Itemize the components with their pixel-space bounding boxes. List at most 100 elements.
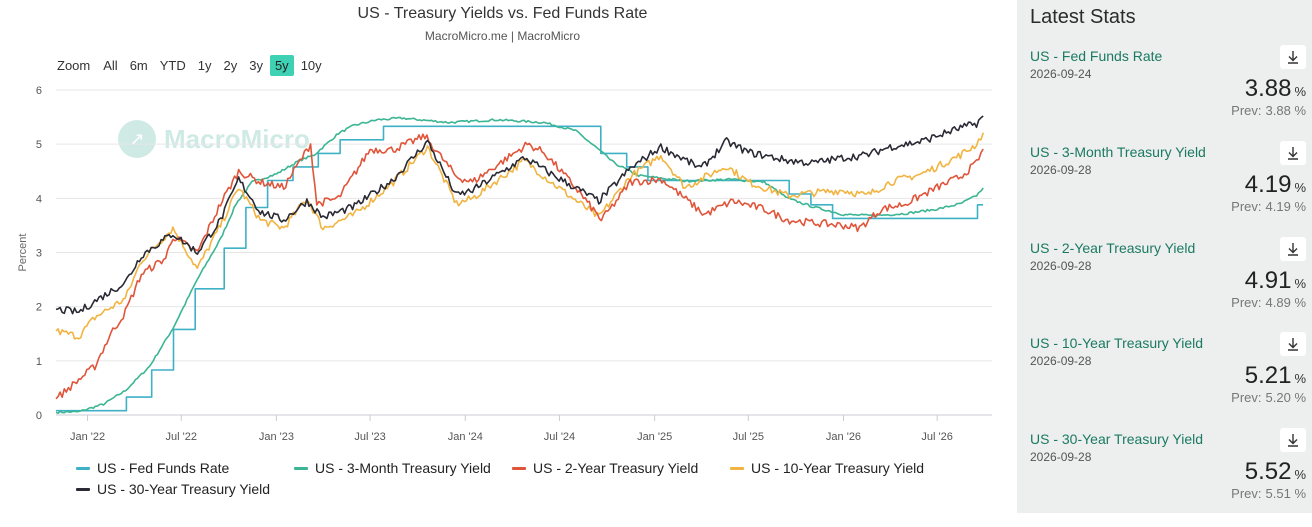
stat-prev-label: Prev: xyxy=(1231,390,1262,405)
stat-name[interactable]: US - 3-Month Treasury Yield xyxy=(1030,144,1206,160)
zoom-button-10y[interactable]: 10y xyxy=(300,58,322,73)
legend-label-t30y: US - 30-Year Treasury Yield xyxy=(97,481,271,497)
stat-unit: % xyxy=(1294,180,1306,195)
x-tick-label: Jul '26 xyxy=(921,431,952,443)
download-icon[interactable] xyxy=(1280,332,1306,356)
stat-prev: Prev: 5.51 % xyxy=(1231,486,1306,501)
zoom-button-6m[interactable]: 6m xyxy=(129,58,148,73)
stat-value-row: 4.19 % xyxy=(1245,171,1306,199)
stat-value: 4.91 xyxy=(1244,267,1292,294)
stat-prev-label: Prev: xyxy=(1231,199,1262,214)
x-tick-label: Jan '22 xyxy=(70,431,105,443)
zoom-button-3y[interactable]: 3y xyxy=(249,58,263,73)
stat-unit: % xyxy=(1294,84,1306,99)
stat-t2y: US - 2-Year Treasury Yield 2026-09-28 4.… xyxy=(1017,237,1312,336)
zoom-button-1y[interactable]: 1y xyxy=(197,58,212,73)
stat-name[interactable]: US - Fed Funds Rate xyxy=(1030,48,1163,64)
stat-t10y: US - 10-Year Treasury Yield 2026-09-28 5… xyxy=(1017,332,1312,431)
stat-prev: Prev: 3.88 % xyxy=(1231,103,1306,118)
stat-prev-unit: % xyxy=(1294,390,1306,405)
series-line-t10y xyxy=(55,132,984,340)
legend-swatch-t10y xyxy=(730,466,744,470)
watermark: ↗ MacroMicro xyxy=(118,120,310,158)
stat-prev-value: 3.88 xyxy=(1265,103,1291,118)
stat-t3m: US - 3-Month Treasury Yield 2026-09-28 4… xyxy=(1017,141,1312,240)
stat-value: 5.21 xyxy=(1244,362,1292,389)
legend-swatch-t2y xyxy=(512,466,526,470)
stat-value: 5.52 xyxy=(1244,458,1292,485)
legend-item-fed-funds[interactable]: US - Fed Funds Rate xyxy=(76,460,229,476)
y-axis-label: Percent xyxy=(17,234,29,272)
stat-prev-value: 5.20 xyxy=(1265,390,1291,405)
stat-date: 2026-09-28 xyxy=(1030,259,1092,273)
x-tick-label: Jan '26 xyxy=(826,431,861,443)
y-tick-label: 0 xyxy=(36,410,42,422)
stat-name[interactable]: US - 10-Year Treasury Yield xyxy=(1030,335,1204,351)
y-tick-label: 6 xyxy=(36,85,42,97)
x-tick-label: Jul '23 xyxy=(354,431,385,443)
zoom-button-ytd[interactable]: YTD xyxy=(159,58,186,73)
stat-name[interactable]: US - 2-Year Treasury Yield xyxy=(1030,240,1196,256)
chart-plot: 0 1 2 3 4 5 6 Jan '22 Jul '22 Jan '23 Jul '23 Jan '… xyxy=(17,85,992,443)
chart-panel: US - Treasury Yields vs. Fed Funds Rate … xyxy=(17,5,992,497)
x-tick-label: Jul '22 xyxy=(165,431,196,443)
stat-unit: % xyxy=(1294,276,1306,291)
y-tick-label: 4 xyxy=(36,193,42,205)
stat-prev-unit: % xyxy=(1294,486,1306,501)
latest-stats-title: Latest Stats xyxy=(1030,6,1136,28)
watermark-text: MacroMicro xyxy=(164,123,310,154)
x-tick-label: Jul '25 xyxy=(733,431,764,443)
stat-prev-value: 4.19 xyxy=(1265,199,1291,214)
stat-value: 3.88 xyxy=(1244,75,1292,102)
chart-title: US - Treasury Yields vs. Fed Funds Rate xyxy=(357,5,648,22)
y-tick-label: 5 xyxy=(36,139,42,151)
stat-prev-value: 4.89 xyxy=(1265,295,1291,310)
zoom-button-5y[interactable]: 5y xyxy=(269,55,294,76)
stat-prev-label: Prev: xyxy=(1231,103,1262,118)
stat-prev-unit: % xyxy=(1294,199,1306,214)
stat-value-row: 5.21 % xyxy=(1245,362,1306,390)
legend-item-t30y[interactable]: US - 30-Year Treasury Yield xyxy=(76,481,270,497)
watermark-logo-icon: ↗ xyxy=(118,120,156,158)
zoom-button-all[interactable]: All xyxy=(103,58,118,73)
legend-item-t10y[interactable]: US - 10-Year Treasury Yield xyxy=(730,460,924,476)
download-icon[interactable] xyxy=(1280,237,1306,261)
latest-stats-panel: Latest Stats US - Fed Funds Rate 2026-09… xyxy=(1017,0,1312,513)
x-tick-label: Jan '24 xyxy=(448,431,483,443)
series-line-t30y xyxy=(55,115,984,315)
stat-fed-funds: US - Fed Funds Rate 2026-09-24 3.88 % Pr… xyxy=(1017,45,1312,144)
legend-label-t2y: US - 2-Year Treasury Yield xyxy=(533,460,699,476)
stat-date: 2026-09-28 xyxy=(1030,450,1092,464)
x-tick-label: Jul '24 xyxy=(544,431,575,443)
download-icon[interactable] xyxy=(1280,45,1306,69)
stat-name[interactable]: US - 30-Year Treasury Yield xyxy=(1030,431,1204,447)
legend-item-t3m[interactable]: US - 3-Month Treasury Yield xyxy=(294,460,491,476)
legend-label-t3m: US - 3-Month Treasury Yield xyxy=(315,460,491,476)
stat-unit: % xyxy=(1294,467,1306,482)
stat-prev-label: Prev: xyxy=(1231,486,1262,501)
legend-swatch-fed-funds xyxy=(76,466,90,470)
stat-t30y: US - 30-Year Treasury Yield 2026-09-28 5… xyxy=(1017,428,1312,527)
stat-date: 2026-09-28 xyxy=(1030,163,1092,177)
stat-prev-value: 5.51 xyxy=(1265,486,1291,501)
stat-prev: Prev: 5.20 % xyxy=(1231,390,1306,405)
y-tick-label: 3 xyxy=(36,248,42,260)
legend-label-t10y: US - 10-Year Treasury Yield xyxy=(751,460,925,476)
stat-unit: % xyxy=(1294,371,1306,386)
chart-subtitle: MacroMicro.me | MacroMicro xyxy=(424,29,581,43)
y-tick-label: 2 xyxy=(36,302,42,314)
stat-prev: Prev: 4.19 % xyxy=(1231,199,1306,214)
legend-item-t2y[interactable]: US - 2-Year Treasury Yield xyxy=(512,460,698,476)
stat-value-row: 4.91 % xyxy=(1245,267,1306,295)
series-line-t3m xyxy=(55,116,984,415)
stat-date: 2026-09-24 xyxy=(1030,67,1092,81)
stat-date: 2026-09-28 xyxy=(1030,354,1092,368)
y-tick-label: 1 xyxy=(36,356,42,368)
stat-prev-unit: % xyxy=(1294,103,1306,118)
download-icon[interactable] xyxy=(1280,141,1306,165)
stat-prev-label: Prev: xyxy=(1231,295,1262,310)
zoom-bar: Zoom All 6m YTD 1y 2y 3y 5y 10y xyxy=(57,55,329,76)
zoom-button-2y[interactable]: 2y xyxy=(223,58,238,73)
stat-value-row: 3.88 % xyxy=(1245,75,1306,103)
download-icon[interactable] xyxy=(1280,428,1306,452)
